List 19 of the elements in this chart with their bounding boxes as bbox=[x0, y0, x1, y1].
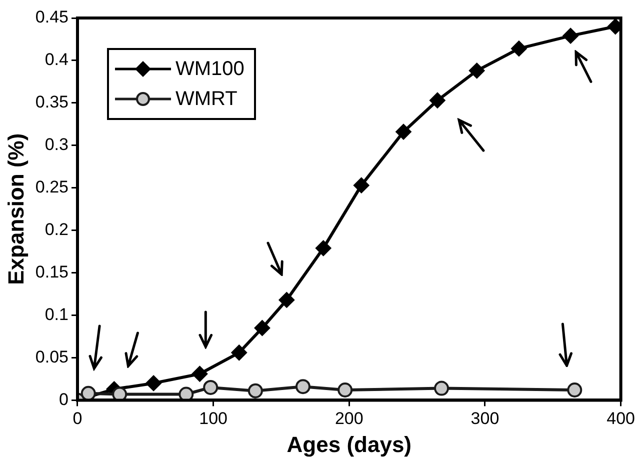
y-tick-label: 0.45 bbox=[35, 8, 68, 27]
x-tick-label: 200 bbox=[334, 409, 364, 428]
y-tick-label: 0.2 bbox=[44, 220, 68, 240]
x-axis-title: Ages (days) bbox=[286, 432, 412, 457]
x-tick-label: 400 bbox=[606, 409, 636, 428]
y-axis-title: Expansion (%) bbox=[3, 133, 28, 285]
x-tick-label: 100 bbox=[199, 409, 228, 428]
y-tick-label: 0 bbox=[59, 390, 68, 409]
y-tick-label: 0.25 bbox=[35, 178, 68, 197]
legend-label: WMRT bbox=[175, 88, 238, 110]
y-tick-label: 0.4 bbox=[44, 50, 68, 70]
x-tick-label: 0 bbox=[72, 409, 82, 428]
y-tick-label: 0.3 bbox=[44, 135, 68, 154]
y-tick-label: 0.05 bbox=[35, 347, 68, 366]
y-tick-label: 0.1 bbox=[44, 304, 68, 324]
legend-label: WM100 bbox=[175, 58, 244, 80]
x-tick-label: 300 bbox=[470, 409, 500, 428]
y-tick-label: 0.15 bbox=[35, 262, 68, 282]
y-tick-label: 0.35 bbox=[35, 92, 68, 112]
